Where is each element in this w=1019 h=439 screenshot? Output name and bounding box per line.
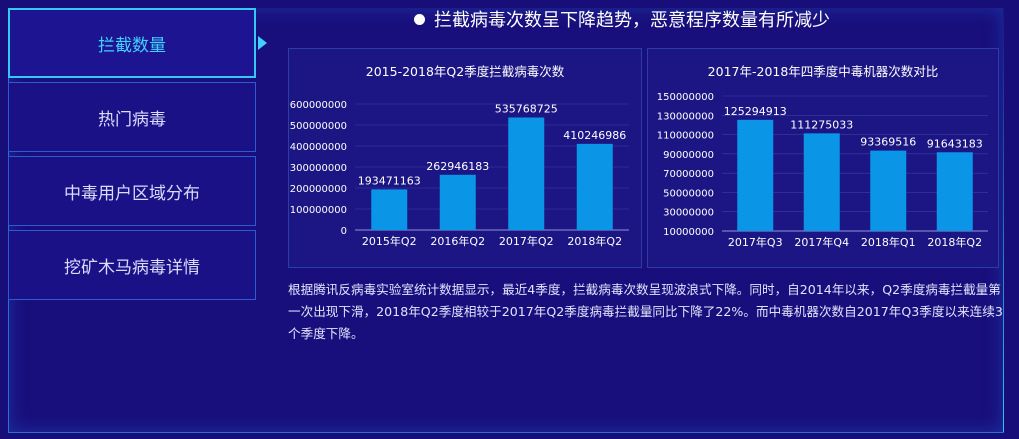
bar-value-label: 193471163 [358, 174, 421, 187]
bar [936, 152, 973, 231]
chart-panel-infected: 2017年-2018年四季度中毒机器次数对比 10000000 30000000 50… [647, 48, 999, 268]
y-tick-label: 130000000 [657, 111, 714, 122]
x-tick-label: 2018年Q2 [927, 235, 982, 249]
headline: 拦截病毒次数呈下降趋势，恶意程序数量有所减少 [414, 6, 830, 32]
chart-panel-intercept: 2015-2018年Q2季度拦截病毒次数 0 100000000 200000000 3… [288, 48, 642, 268]
x-tick-label: 2015年Q2 [362, 234, 417, 248]
y-tick-label: 70000000 [663, 169, 714, 180]
nav-item-mining-trojan[interactable]: 挖矿木马病毒详情 [8, 230, 256, 300]
bar [371, 189, 408, 230]
bullet-dot-icon [414, 13, 425, 25]
description-text: 根据腾讯反病毒实验室统计数据显示，最近4季度，拦截病毒次数呈现波浪式下降。同时，… [288, 282, 1003, 341]
chart-title: 2017年-2018年四季度中毒机器次数对比 [708, 64, 939, 79]
y-tick-label: 90000000 [663, 150, 714, 161]
bar-value-label: 535768725 [495, 102, 558, 115]
bar-value-label: 91643183 [927, 137, 983, 150]
nav-item-label: 热门病毒 [98, 109, 166, 130]
bar [508, 117, 545, 230]
bar [576, 143, 613, 230]
nav-item-intercept-count[interactable]: 拦截数量 [8, 8, 256, 78]
x-tick-label: 2018年Q1 [861, 235, 916, 249]
nav-item-label: 拦截数量 [98, 35, 166, 56]
x-tick-label: 2018年Q2 [567, 234, 622, 248]
bar [737, 119, 774, 231]
infected-bar-chart: 2017年-2018年四季度中毒机器次数对比 10000000 30000000 50… [657, 64, 988, 249]
y-tick-label: 200000000 [290, 184, 347, 195]
x-tick-label: 2017年Q4 [794, 235, 849, 249]
bar [803, 133, 840, 231]
y-tick-label: 50000000 [663, 188, 714, 199]
y-tick-label: 150000000 [657, 92, 714, 103]
bar-value-label: 93369516 [860, 136, 916, 149]
chart-title: 2015-2018年Q2季度拦截病毒次数 [366, 64, 565, 79]
y-tick-label: 300000000 [290, 163, 347, 174]
bar-value-label: 125294913 [724, 105, 787, 118]
nav-item-infected-region[interactable]: 中毒用户区域分布 [8, 156, 256, 226]
bar-value-label: 111275033 [790, 118, 853, 131]
y-tick-label: 400000000 [290, 142, 347, 153]
y-tick-label: 10000000 [663, 227, 714, 238]
x-tick-label: 2017年Q3 [728, 235, 783, 249]
y-tick-label: 100000000 [290, 205, 347, 216]
nav-item-hot-virus[interactable]: 热门病毒 [8, 82, 256, 152]
y-tick-label: 500000000 [290, 121, 347, 132]
intercept-bar-chart: 2015-2018年Q2季度拦截病毒次数 0 100000000 200000000 3… [290, 64, 629, 248]
nav-item-label: 中毒用户区域分布 [64, 183, 200, 204]
y-tick-label: 0 [341, 226, 347, 237]
y-tick-label: 110000000 [657, 131, 714, 142]
active-arrow-icon [258, 36, 267, 50]
bar-value-label: 410246986 [563, 129, 626, 142]
headline-text: 拦截病毒次数呈下降趋势，恶意程序数量有所减少 [434, 10, 830, 31]
y-tick-label: 600000000 [290, 100, 347, 111]
bar [439, 174, 476, 230]
bar [870, 150, 907, 231]
y-tick-label: 30000000 [663, 208, 714, 219]
nav-item-label: 挖矿木马病毒详情 [64, 257, 200, 278]
x-tick-label: 2016年Q2 [430, 234, 485, 248]
bar-value-label: 262946183 [426, 160, 489, 173]
x-tick-label: 2017年Q2 [499, 234, 554, 248]
